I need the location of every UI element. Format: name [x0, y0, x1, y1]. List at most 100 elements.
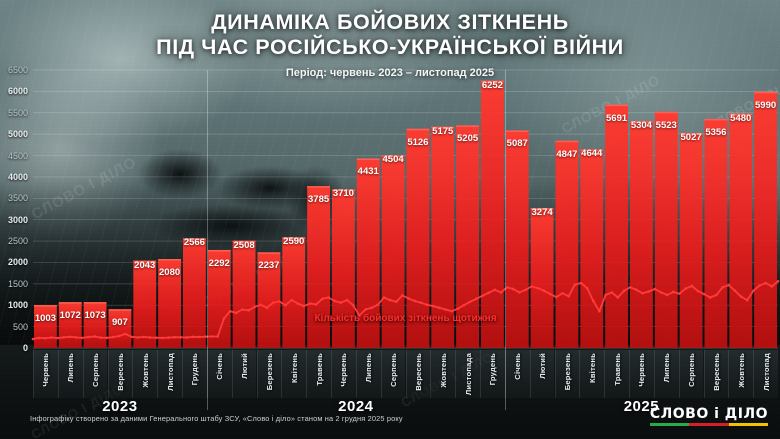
year-divider [206, 70, 208, 410]
bar-value-label: 4847 [556, 148, 578, 160]
bar-value-label: 2566 [183, 237, 205, 249]
month-axis-tick: Серпень [380, 350, 406, 398]
month-axis-label: Грудень [488, 353, 498, 386]
y-axis-tick: 4500 [7, 150, 28, 161]
month-axis-tick: Грудень [480, 350, 505, 398]
y-axis-tick: 1000 [7, 300, 28, 311]
month-axis-tick: Вересень [703, 350, 729, 398]
month-axis-tick: Лютий [529, 350, 555, 398]
month-axis-label: Листопада [463, 353, 473, 396]
bar-value-label: 6252 [481, 79, 503, 91]
month-axis-label: Жовтень [438, 353, 448, 388]
month-axis-label: Лютий [538, 353, 548, 379]
bar-value-label: 5523 [655, 119, 677, 131]
page-title-line2: ПІД ЧАС РОСІЙСЬКО-УКРАЇНСЬКОЇ ВІЙНИ [156, 35, 624, 59]
month-axis-tick: Лютий [231, 350, 257, 398]
bar-value-label: 2508 [233, 239, 255, 251]
bar-value-label: 2237 [258, 260, 280, 272]
bar-value-label: 3785 [308, 194, 330, 206]
bar-value-label: 5691 [606, 112, 628, 124]
bar-value-label: 5027 [680, 131, 702, 143]
year-label: 2023 [102, 398, 138, 415]
logo-stripe-green [649, 423, 690, 426]
bar-value-label: 2080 [159, 267, 181, 279]
month-axis-label: Травень [314, 353, 324, 386]
bar-value-label: 4504 [382, 154, 404, 166]
month-axis-tick: Жовтень [728, 350, 754, 398]
month-axis-tick: Січень [504, 350, 530, 398]
year-divider [504, 70, 506, 410]
title-block: ДИНАМІКА БОЙОВИХ ЗІТКНЕНЬ ПІД ЧАС РОСІЙС… [0, 10, 780, 79]
logo-stripe-yellow [728, 423, 768, 426]
year-label: 2024 [338, 398, 374, 415]
y-axis-tick: 3500 [7, 193, 28, 204]
bar-value-label: 2043 [134, 259, 156, 271]
bar-value-label: 5175 [432, 125, 454, 137]
month-axis-label: Серпень [91, 353, 101, 387]
month-axis-label: Березень [562, 353, 572, 391]
month-axis-label: Лютий [240, 353, 250, 379]
month-axis-tick: Листопад [157, 350, 182, 398]
month-axis-tick: Жовтень [132, 350, 158, 398]
y-axis-tick: 6500 [7, 65, 28, 75]
month-axis-label: Листопад [761, 353, 771, 391]
month-axis-tick: Березень [554, 350, 580, 398]
month-axis-tick: Липень [355, 350, 381, 398]
month-axis-tick: Квітень [579, 350, 605, 398]
y-axis-tick: 6000 [7, 86, 28, 97]
month-axis-label: Червень [637, 353, 647, 387]
page-subtitle: Період: червень 2023 – листопад 2025 [285, 67, 495, 79]
month-axis-label: Вересень [413, 353, 423, 391]
page-title-line1: ДИНАМІКА БОЙОВИХ ЗІТКНЕНЬ [211, 10, 569, 34]
month-axis-label: Жовтень [140, 353, 150, 388]
month-axis-label: Березень [264, 353, 274, 391]
month-axis-label: Листопад [165, 353, 175, 391]
y-axis-tick: 1500 [7, 278, 28, 289]
bar-value-label: 4644 [581, 148, 603, 160]
bar-value-label: 5356 [705, 126, 727, 138]
month-axis-label: Червень [41, 353, 51, 387]
month-axis-tick: Червень [629, 350, 654, 398]
month-axis-tick: Жовтень [430, 350, 456, 398]
month-axis-label: Липень [364, 353, 374, 383]
bar-value-label: 5126 [407, 136, 429, 148]
y-axis-tick: 4000 [7, 171, 28, 182]
bar-value-label: 5087 [506, 138, 528, 150]
bar-value-label: 5990 [755, 99, 777, 111]
y-axis-tick: 500 [12, 321, 28, 332]
month-axis-label: Вересень [115, 353, 125, 391]
y-axis-tick: 0 [22, 343, 28, 353]
month-axis-tick: Липень [653, 350, 679, 398]
month-axis-label: Серпень [389, 353, 399, 387]
bar-value-label: 5480 [730, 112, 752, 124]
month-axis-label: Червень [339, 353, 349, 387]
y-axis-tick: 3000 [7, 214, 28, 225]
source-note: Інфографіку створено за даними Генеральн… [30, 414, 403, 423]
month-axis-tick: Квітень [281, 350, 307, 398]
bar-value-label: 907 [111, 317, 128, 329]
month-axis-tick: Червень [33, 350, 58, 398]
month-axis-tick: Листопад [753, 350, 778, 398]
bar-value-label: 1072 [59, 310, 81, 322]
brand-logo-stripes [649, 423, 768, 426]
year-label: 2025 [623, 398, 660, 415]
logo-stripe-red [689, 423, 729, 426]
month-axis-tick: Березень [256, 350, 282, 398]
month-axis-label: Жовтень [736, 353, 746, 388]
month-axis-tick: Вересень [405, 350, 431, 398]
month-axis-label: Квітень [289, 353, 299, 384]
month-axis-tick: Серпень [678, 350, 704, 398]
month-axis-tick: Травень [306, 350, 331, 398]
month-axis-tick: Листопада [455, 350, 480, 398]
brand-logo[interactable]: СЛОВО і ДІЛО [649, 406, 768, 426]
series-caption: Кількість бойових зіткнень щотижня [314, 313, 497, 325]
month-axis-label: Грудень [190, 353, 200, 386]
bar-value-label: 1003 [34, 313, 56, 325]
month-axis-label: Січень [215, 353, 225, 380]
bar-value-label: 1073 [84, 310, 106, 322]
y-axis-tick: 2000 [7, 257, 28, 268]
month-axis-label: Квітень [587, 353, 597, 384]
y-axis-tick: 5500 [7, 107, 28, 118]
